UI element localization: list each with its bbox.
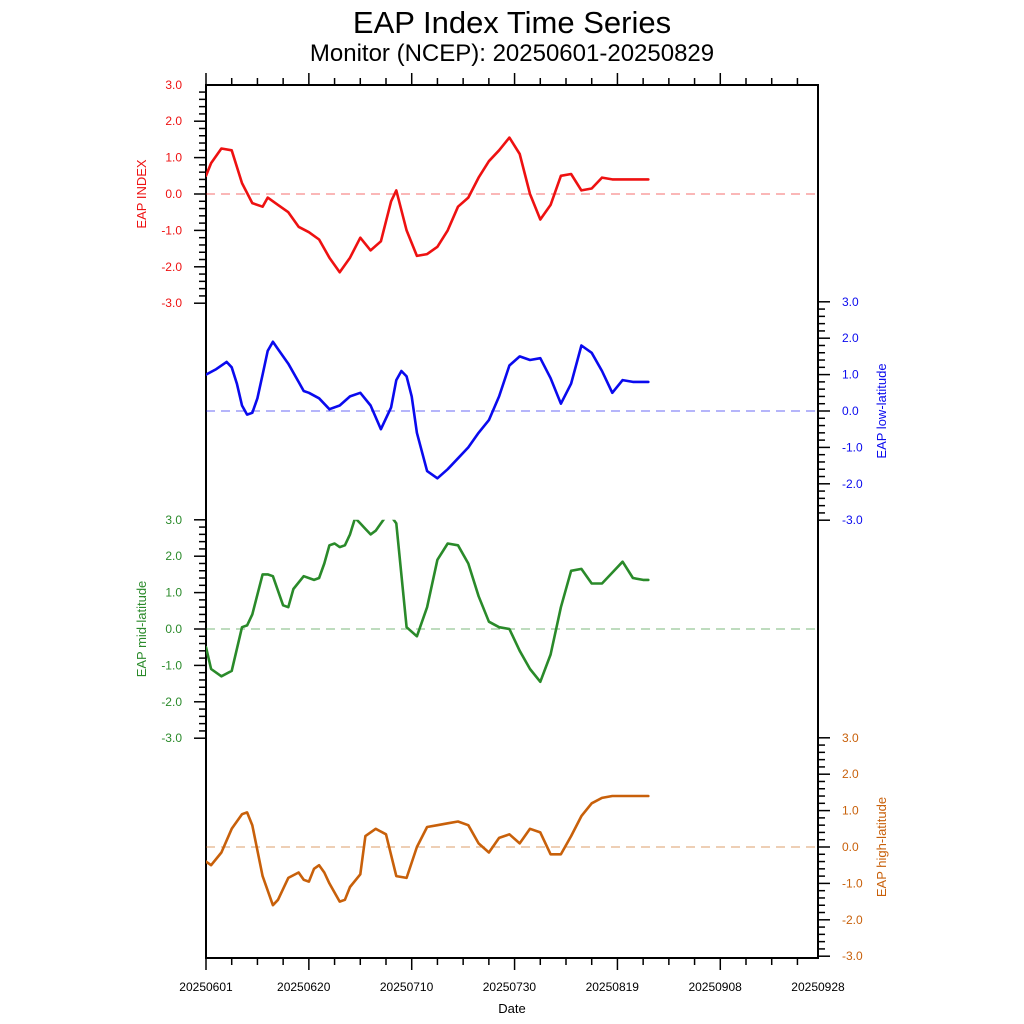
- y-tick-label: -3.0: [161, 296, 182, 310]
- panel-4: 3.0 2.0 1.0 0.0 -1.0 -2.0 -3.0 EAP high-latitud…: [206, 731, 889, 963]
- y-tick-label: 3.0: [842, 295, 859, 309]
- y-tick-label: -2.0: [842, 913, 863, 927]
- y-tick-label: -1.0: [842, 440, 863, 454]
- y-axis-label: EAP low-latitude: [874, 363, 889, 458]
- y-tick-label: 1.0: [842, 368, 859, 382]
- x-tick-label: 20250819: [586, 980, 640, 994]
- x-tick-label: 20250710: [380, 980, 434, 994]
- y-tick-label: -1.0: [161, 658, 182, 672]
- y-tick-label: -2.0: [161, 260, 182, 274]
- x-axis-label: Date: [498, 1001, 525, 1016]
- y-tick-label: -2.0: [842, 477, 863, 491]
- y-tick-label: -3.0: [842, 513, 863, 527]
- x-tick-label: 20250601: [179, 980, 233, 994]
- y-tick-label: -2.0: [161, 695, 182, 709]
- y-tick-label: 3.0: [165, 78, 182, 92]
- x-tick-label: 20250928: [791, 980, 845, 994]
- y-tick-label: 0.0: [165, 622, 182, 636]
- y-tick-label: 2.0: [842, 767, 859, 781]
- y-tick-label: 2.0: [165, 549, 182, 563]
- y-axis-label: EAP high-latitude: [874, 797, 889, 897]
- y-tick-label: -3.0: [161, 731, 182, 745]
- y-tick-label: 1.0: [165, 151, 182, 165]
- y-tick-label: 3.0: [842, 731, 859, 745]
- y-tick-label: 0.0: [165, 187, 182, 201]
- chart-subtitle: Monitor (NCEP): 20250601-20250829: [310, 40, 714, 67]
- y-tick-label: 2.0: [165, 114, 182, 128]
- x-tick-label: 20250908: [688, 980, 742, 994]
- y-axis-label: EAP mid-latitude: [134, 581, 149, 678]
- panel-1: 3.0 2.0 1.0 0.0 -1.0 -2.0 -3.0 EAP INDEX: [134, 78, 818, 310]
- y-tick-label: 0.0: [842, 840, 859, 854]
- series-line: [206, 340, 650, 480]
- series-line: [206, 519, 650, 684]
- chart-title: EAP Index Time Series: [353, 5, 671, 40]
- panel-3: 3.0 2.0 1.0 0.0 -1.0 -2.0 -3.0 EAP mid-latitude: [134, 513, 818, 745]
- y-tick-label: 1.0: [842, 804, 859, 818]
- panels-group: 3.0 2.0 1.0 0.0 -1.0 -2.0 -3.0 EAP INDEX 3.0 2.0 1…: [134, 78, 889, 963]
- x-axis: 20250601 20250620 20250710 20250730 20250819…: [179, 73, 845, 994]
- x-tick-label: 20250730: [483, 980, 537, 994]
- x-tick-label: 20250620: [277, 980, 331, 994]
- y-tick-label: 2.0: [842, 331, 859, 345]
- y-tick-label: -3.0: [842, 949, 863, 963]
- y-axis-label: EAP INDEX: [134, 159, 149, 228]
- y-tick-label: -1.0: [842, 876, 863, 890]
- series-line: [206, 136, 650, 274]
- plot-frame: [205, 84, 819, 959]
- series-line: [206, 794, 650, 907]
- y-tick-label: 1.0: [165, 586, 182, 600]
- panel-2: 3.0 2.0 1.0 0.0 -1.0 -2.0 -3.0 EAP low-latitude: [206, 295, 889, 527]
- y-tick-label: -1.0: [161, 223, 182, 237]
- y-tick-label: 0.0: [842, 404, 859, 418]
- y-tick-label: 3.0: [165, 513, 182, 527]
